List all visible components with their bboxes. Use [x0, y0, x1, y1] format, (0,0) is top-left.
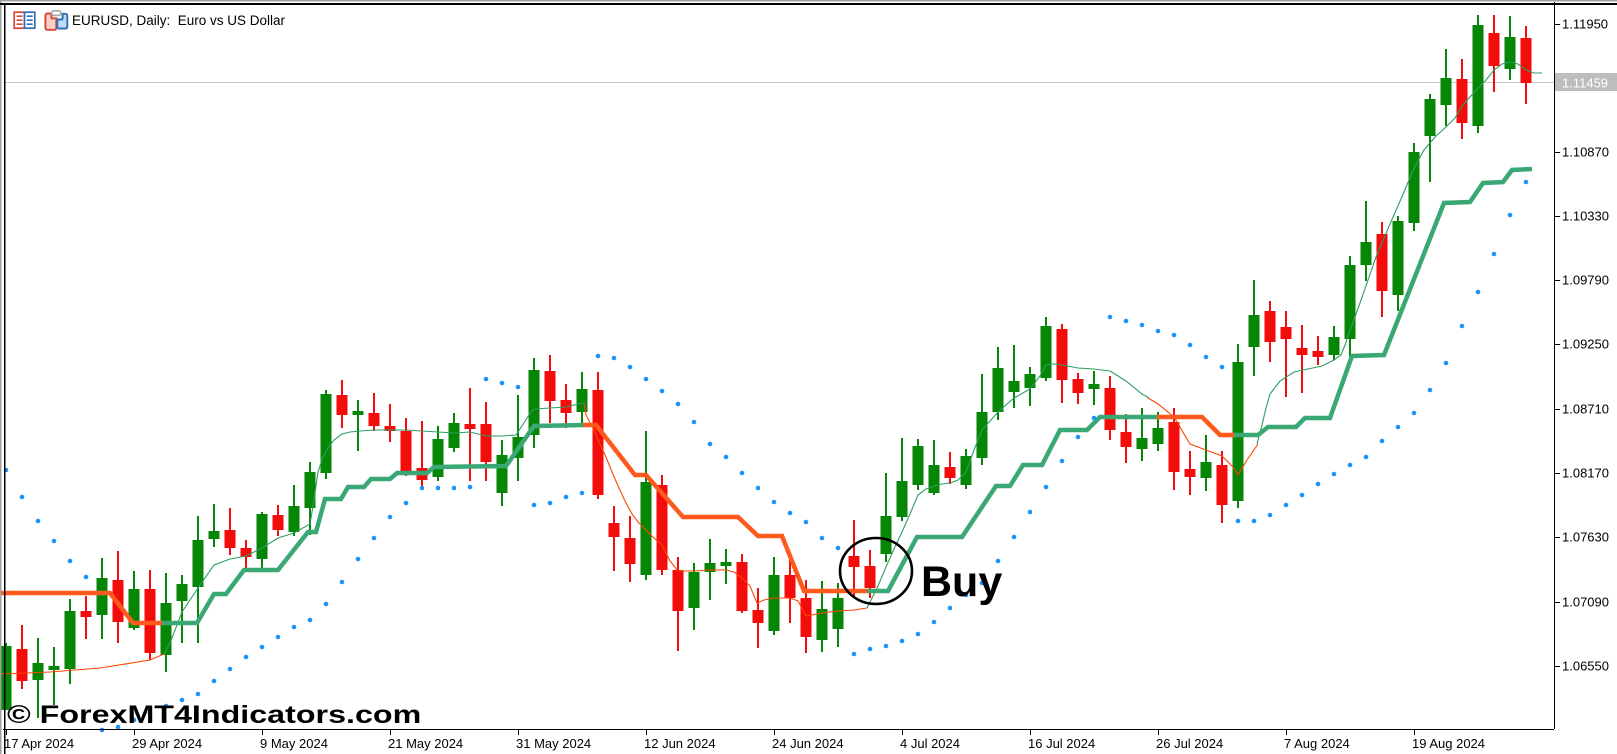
svg-text:1.06550: 1.06550	[1562, 659, 1609, 674]
svg-text:1.07090: 1.07090	[1562, 595, 1609, 610]
svg-text:24 Jun 2024: 24 Jun 2024	[772, 736, 844, 751]
svg-text:26 Jul 2024: 26 Jul 2024	[1156, 736, 1223, 751]
svg-text:1.11459: 1.11459	[1562, 76, 1608, 91]
svg-text:31 May 2024: 31 May 2024	[516, 736, 591, 751]
svg-text:9 May 2024: 9 May 2024	[260, 736, 328, 751]
svg-text:7 Aug 2024: 7 Aug 2024	[1284, 736, 1350, 751]
svg-text:1.10870: 1.10870	[1562, 145, 1609, 160]
svg-text:1.09250: 1.09250	[1562, 337, 1609, 352]
svg-text:1.11950: 1.11950	[1562, 17, 1608, 32]
svg-text:12 Jun 2024: 12 Jun 2024	[644, 736, 716, 751]
svg-text:1.10330: 1.10330	[1562, 209, 1609, 224]
svg-text:17 Apr 2024: 17 Apr 2024	[4, 736, 74, 751]
svg-text:1.07630: 1.07630	[1562, 530, 1609, 545]
svg-text:29 Apr 2024: 29 Apr 2024	[132, 736, 202, 751]
svg-text:© ForexMT4Indicators.com: © ForexMT4Indicators.com	[7, 701, 421, 729]
svg-text:19 Aug 2024: 19 Aug 2024	[1412, 736, 1485, 751]
svg-text:1.08170: 1.08170	[1562, 466, 1609, 481]
svg-text:1.09790: 1.09790	[1562, 273, 1609, 288]
svg-text:16 Jul 2024: 16 Jul 2024	[1028, 736, 1095, 751]
svg-text:1.08710: 1.08710	[1562, 402, 1609, 417]
svg-text:EURUSD, Daily: Euro vs US Dol: EURUSD, Daily: Euro vs US Dollar	[72, 13, 286, 28]
svg-text:4 Jul 2024: 4 Jul 2024	[900, 736, 960, 751]
svg-text:21 May 2024: 21 May 2024	[388, 736, 463, 751]
svg-text:Buy: Buy	[921, 558, 1002, 606]
